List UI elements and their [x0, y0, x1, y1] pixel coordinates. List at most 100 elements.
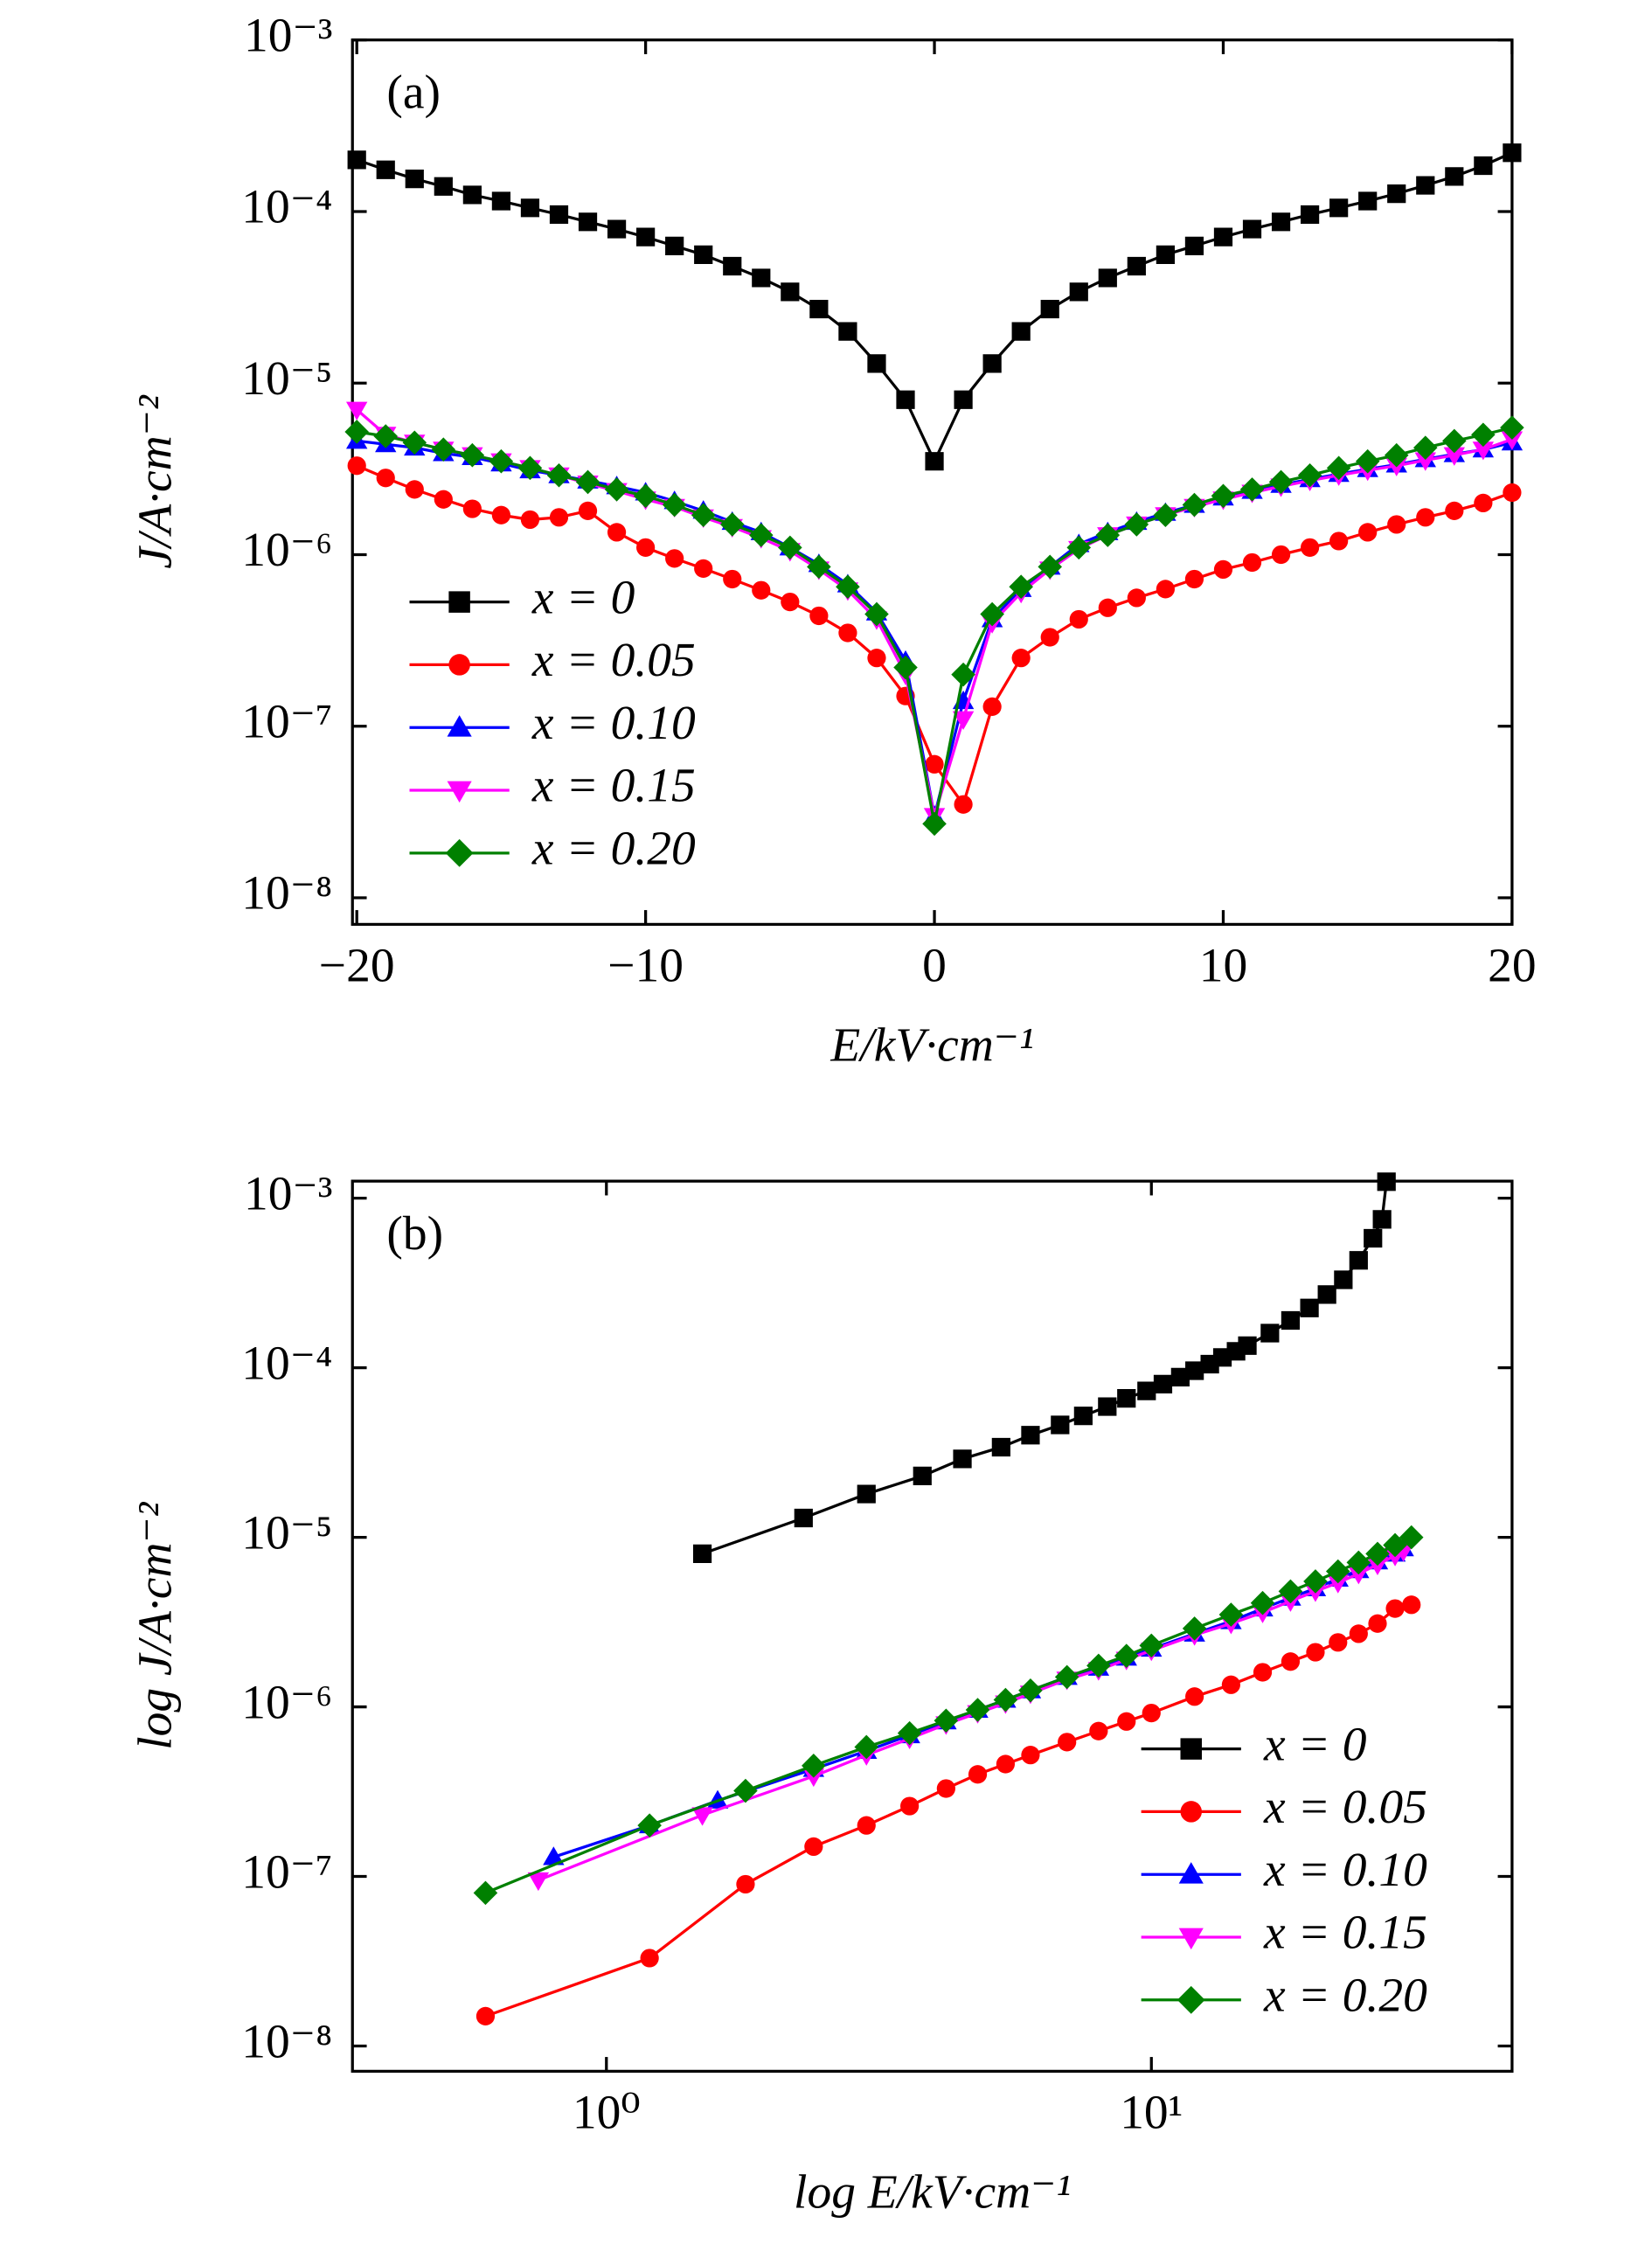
data-point — [1117, 1712, 1136, 1731]
data-point — [953, 1449, 972, 1469]
data-point — [1117, 1388, 1136, 1408]
data-point — [951, 662, 975, 687]
data-point — [1182, 1616, 1207, 1641]
data-point — [636, 538, 656, 557]
legend-label: x = 0.10 — [531, 697, 696, 750]
data-point — [344, 420, 369, 444]
data-point — [376, 160, 395, 179]
data-point — [1069, 609, 1088, 629]
data-point — [604, 477, 629, 502]
data-point — [527, 1872, 550, 1892]
data-point — [1474, 493, 1493, 513]
data-point — [1402, 1595, 1421, 1615]
data-point — [867, 354, 886, 373]
data-point — [1503, 483, 1522, 503]
data-point — [954, 795, 973, 814]
data-point — [1098, 598, 1117, 617]
data-point — [1443, 447, 1466, 466]
data-point — [640, 1949, 659, 1968]
data-point — [1242, 219, 1262, 239]
data-point — [982, 354, 1002, 373]
data-point — [781, 592, 800, 612]
y-tick-label: 10⁻³ — [244, 9, 332, 62]
data-point — [836, 574, 860, 599]
data-point — [752, 580, 771, 600]
legend-marker — [448, 654, 470, 676]
data-point — [347, 150, 366, 170]
legend-marker — [1177, 1985, 1205, 2014]
data-point — [376, 469, 395, 488]
y-tick-label: 10⁻³ — [244, 1167, 332, 1220]
data-point — [1213, 559, 1233, 580]
legend-marker — [447, 781, 472, 803]
data-point — [733, 1778, 758, 1803]
data-point — [578, 212, 598, 232]
data-point — [1387, 184, 1406, 204]
data-point — [854, 1734, 879, 1760]
x-tick-label: 10⁰ — [573, 2086, 641, 2139]
data-point — [1184, 236, 1204, 255]
data-point — [1069, 282, 1088, 302]
data-point — [809, 299, 829, 319]
data-point — [982, 697, 1002, 716]
legend-label: x = 0.05 — [1263, 1781, 1427, 1834]
legend-marker — [447, 715, 472, 737]
data-point — [1239, 477, 1265, 502]
data-point — [578, 501, 598, 520]
legend-label: x = 0 — [1263, 1718, 1367, 1771]
data-point — [723, 569, 742, 589]
data-point — [925, 452, 944, 471]
data-point — [1503, 143, 1522, 163]
data-point — [1366, 1556, 1389, 1576]
plot-frame — [351, 38, 1514, 927]
legend-marker — [1180, 1738, 1202, 1760]
data-point — [1300, 538, 1320, 557]
data-point — [520, 510, 540, 530]
data-point — [1365, 1541, 1390, 1567]
data-point — [809, 606, 829, 626]
data-point — [1329, 198, 1349, 218]
data-point — [473, 1880, 498, 1906]
data-point — [1073, 1407, 1093, 1426]
data-point — [694, 559, 713, 578]
y-tick-label: 10⁻⁶ — [241, 524, 332, 577]
data-point — [405, 480, 424, 499]
data-point — [1086, 1653, 1111, 1678]
data-point — [1021, 1746, 1040, 1765]
data-point — [549, 508, 569, 527]
data-point — [838, 322, 857, 341]
data-point — [475, 2006, 496, 2025]
y-tick-label: 10⁻⁷ — [241, 695, 332, 748]
legend-label: x = 0.20 — [531, 823, 696, 876]
y-tick-label: 10⁻⁵ — [241, 352, 332, 406]
data-point — [1156, 245, 1175, 264]
data-point — [491, 505, 511, 525]
data-point — [857, 1484, 876, 1504]
data-point — [575, 469, 600, 495]
legend-label: x = 0.15 — [1263, 1907, 1427, 1960]
data-point — [434, 490, 453, 509]
data-point — [1271, 545, 1291, 565]
data-point — [1387, 515, 1406, 534]
data-point — [736, 1874, 755, 1894]
data-point — [897, 1720, 922, 1746]
x-axis-label: log E/kV·cm⁻¹ — [794, 2166, 1071, 2220]
data-point — [1238, 1336, 1257, 1355]
data-point — [1127, 256, 1146, 276]
data-point — [1011, 322, 1031, 341]
panel-label: (a) — [386, 66, 441, 120]
data-point — [489, 448, 514, 474]
data-point — [1182, 492, 1207, 518]
data-point — [807, 554, 831, 580]
y-tick-label: 10⁻⁵ — [241, 1506, 332, 1560]
data-point — [1349, 1624, 1368, 1643]
data-point — [1346, 1550, 1371, 1575]
y-tick-label: 10⁻⁴ — [241, 1337, 332, 1390]
data-point — [491, 191, 511, 211]
y-tick-label: 10⁻⁴ — [241, 181, 332, 234]
data-point — [1018, 1678, 1043, 1703]
data-point — [607, 219, 627, 239]
data-point — [1098, 1397, 1117, 1416]
data-point — [802, 1754, 826, 1778]
